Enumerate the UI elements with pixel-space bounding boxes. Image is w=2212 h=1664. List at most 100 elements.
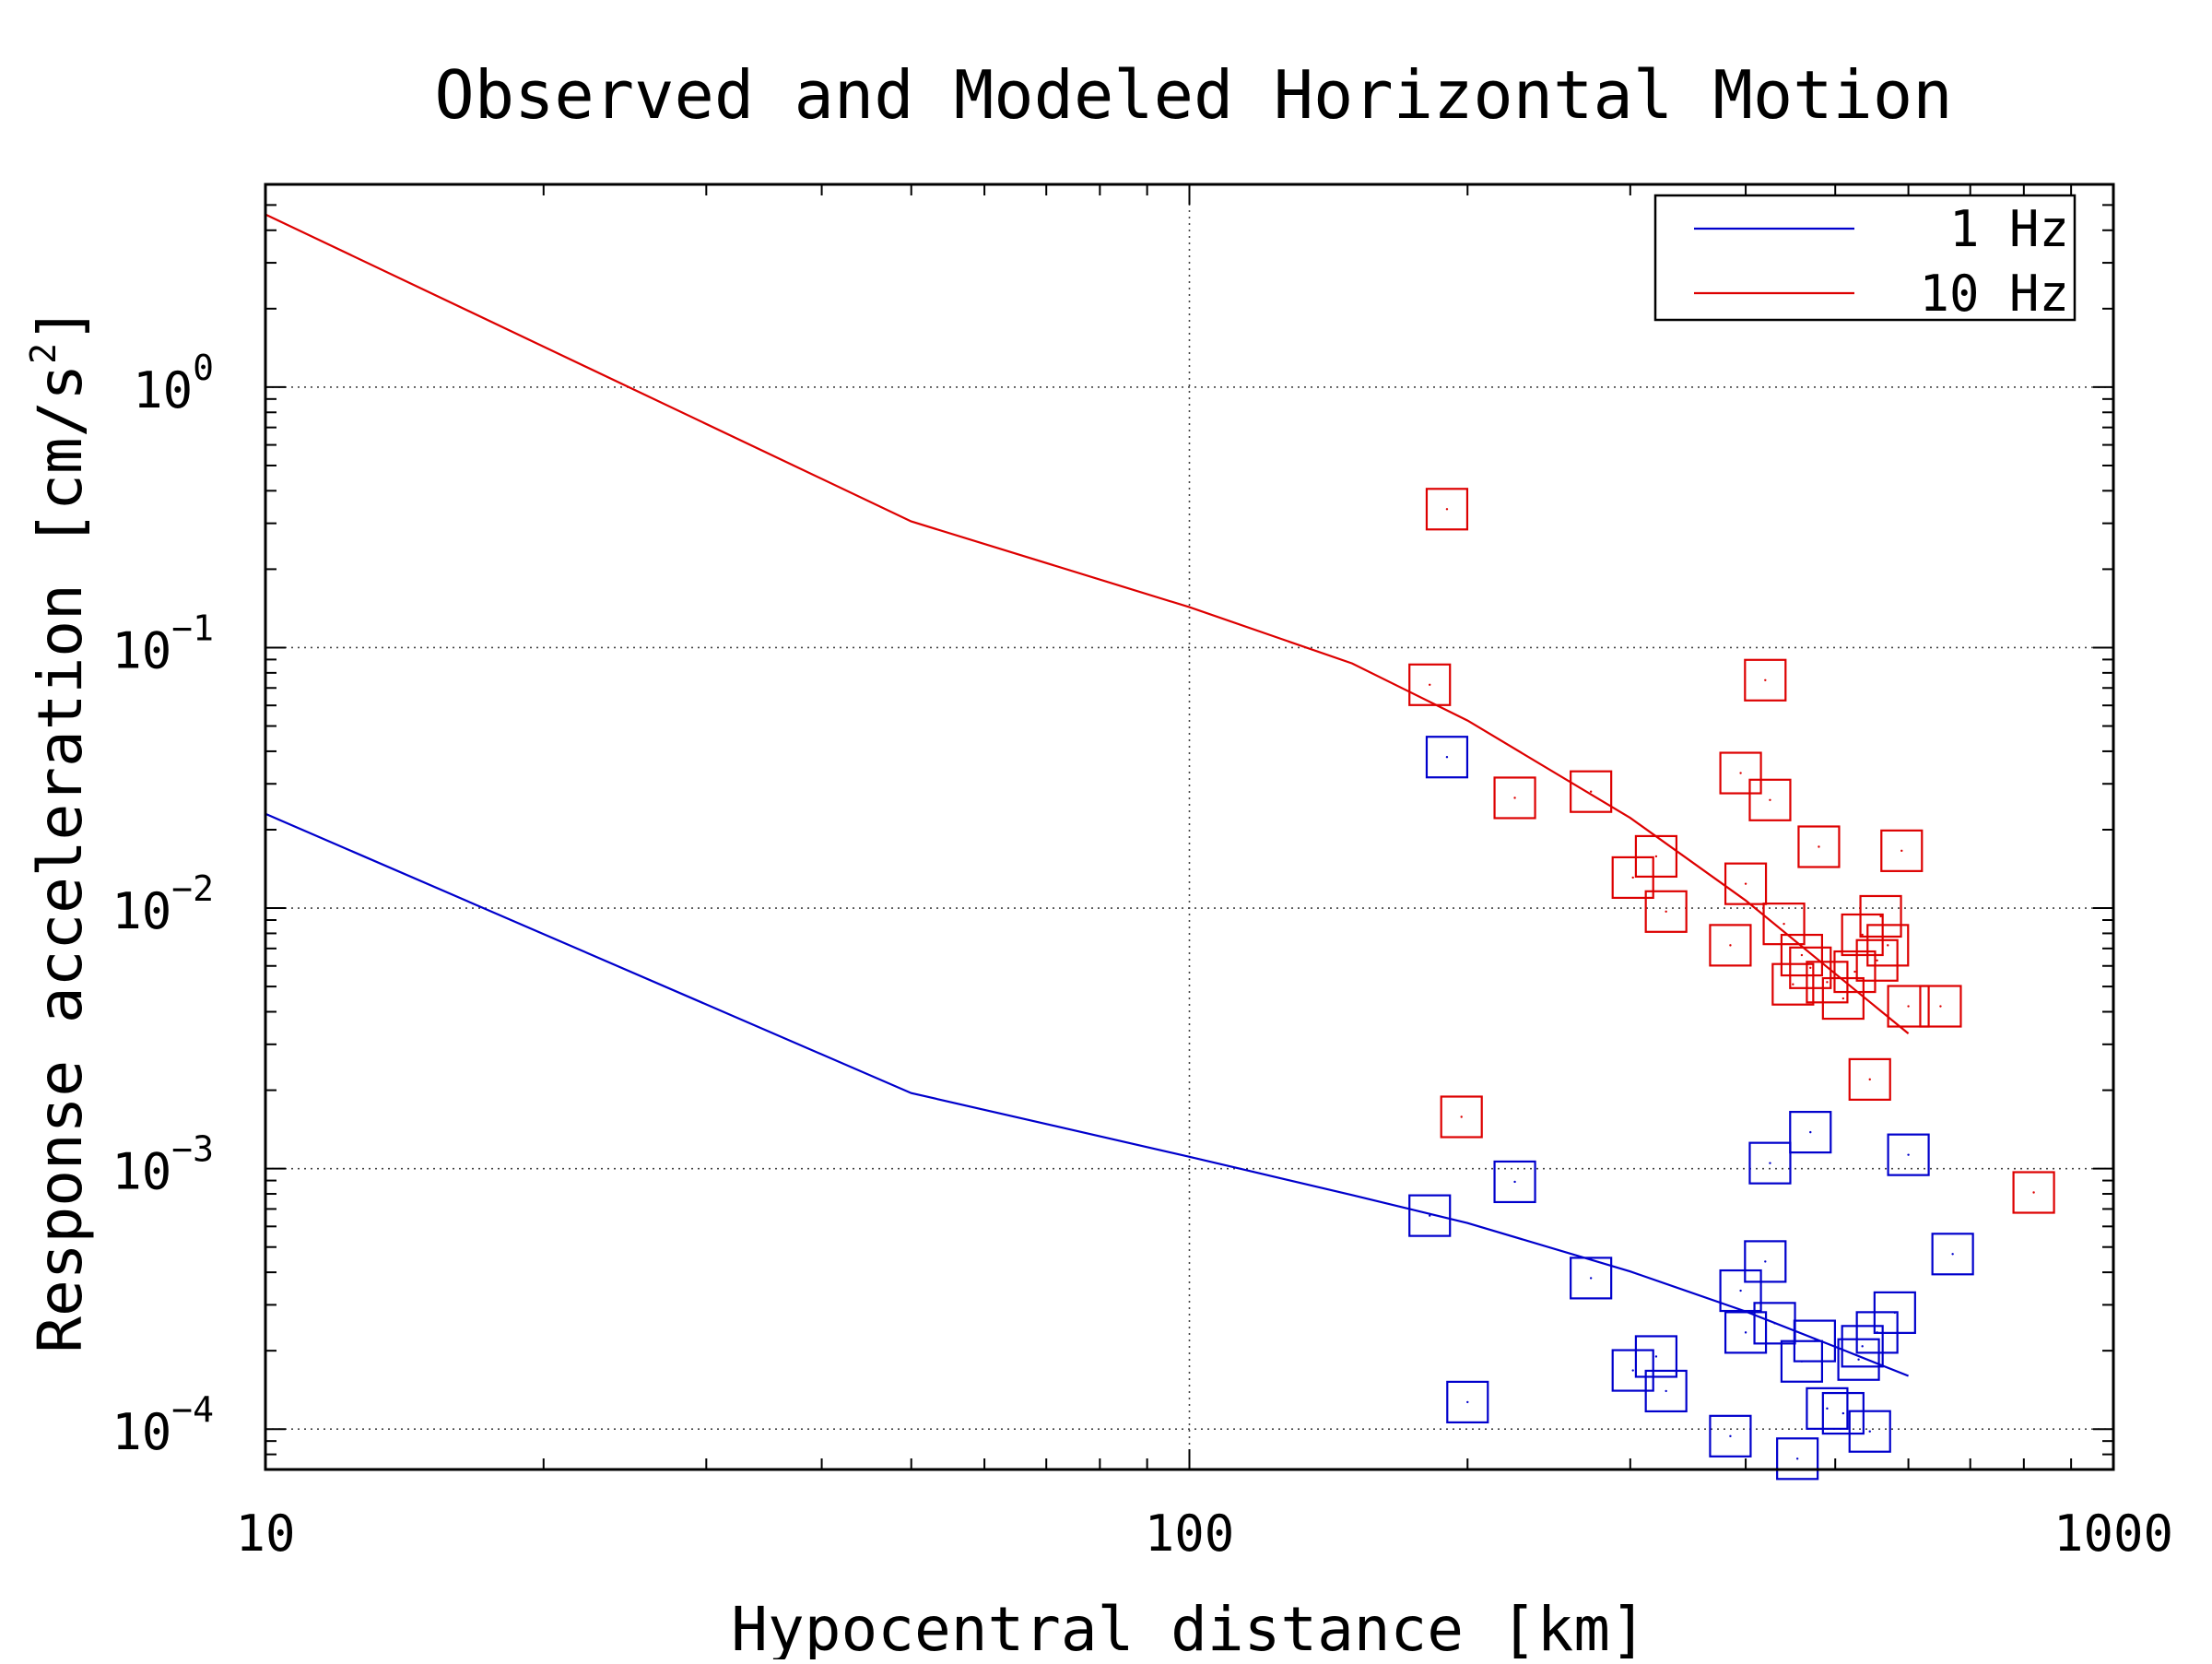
legend: 1 Hz 10 Hz (1653, 194, 2077, 323)
data-marker-square (1919, 985, 1962, 1028)
data-marker-center (1631, 876, 1634, 879)
data-marker-square (1748, 1141, 1792, 1185)
data-marker-square (1797, 825, 1841, 868)
data-marker-square (1841, 1325, 1884, 1368)
data-marker-center (1907, 1153, 1910, 1156)
data-marker-square (1841, 913, 1884, 957)
chart-title: Observed and Modeled Horizontal Motion (434, 56, 1952, 134)
data-marker-center (1813, 1339, 1817, 1342)
y-tick-label: 100 (133, 348, 214, 419)
data-marker-center (1429, 683, 1431, 686)
data-marker-square (1724, 862, 1768, 905)
data-marker-center (1792, 983, 1794, 985)
data-marker-center (1893, 1311, 1897, 1315)
data-marker-center (1460, 1115, 1463, 1118)
data-marker-square (1425, 736, 1469, 779)
data-marker-center (1809, 1130, 1812, 1134)
data-marker-center (1764, 1260, 1767, 1263)
y-axis-label: Response acceleration [cm/s2] (23, 306, 96, 1353)
legend-label: 1 Hz (1949, 200, 2069, 258)
data-marker-center (1744, 1331, 1747, 1334)
data-marker-square (1806, 961, 1849, 1004)
series-lines (265, 213, 1910, 1377)
data-marker-square (1744, 1240, 1787, 1283)
data-marker-center (1857, 1358, 1860, 1361)
y-axis-label-superscript: 2 (23, 343, 64, 364)
data-marker-square (1880, 829, 1924, 872)
data-marker-center (1466, 1400, 1469, 1404)
data-marker-square (1644, 1369, 1688, 1413)
data-marker-square (1931, 1233, 1974, 1276)
data-marker-center (1818, 845, 1820, 848)
data-marker-square (1744, 658, 1787, 702)
data-marker-center (1887, 944, 1889, 947)
data-marker-center (1513, 1180, 1516, 1184)
data-marker-square (1408, 1194, 1452, 1237)
data-marker-square (1837, 1338, 1880, 1381)
data-marker-square (1570, 1257, 1613, 1300)
data-marker-square (1789, 1111, 1832, 1154)
data-marker-center (1861, 933, 1864, 937)
y-axis-label-suffix: ] (25, 306, 96, 343)
data-marker-center (1861, 1345, 1864, 1348)
data-marker-center (1826, 981, 1829, 984)
data-marker-square (1709, 1414, 1752, 1457)
legend-box (1653, 194, 2077, 322)
data-marker-center (1729, 1434, 1732, 1438)
x-axis-label: Hypocentral distance [km] (731, 1594, 1646, 1659)
data-marker-center (1800, 953, 1804, 957)
x-tick-label: 100 (1145, 1505, 1235, 1563)
data-marker-center (1665, 1389, 1667, 1393)
y-axis-label-main: Response acceleration [cm/s (25, 364, 96, 1353)
data-marker-square (2012, 1171, 2055, 1214)
data-marker-center (1744, 882, 1747, 885)
grid-lines (265, 184, 2113, 1469)
data-marker-square (1793, 1319, 1836, 1363)
x-tick-label: 1000 (2053, 1505, 2173, 1563)
data-marker-center (1868, 1078, 1871, 1081)
series-line (265, 213, 1910, 1034)
data-marker-square (1440, 1095, 1483, 1139)
data-marker-center (1445, 508, 1449, 511)
data-marker-square (1748, 778, 1792, 821)
y-tick-label: 10−4 (112, 1389, 214, 1461)
data-marker-square (1408, 663, 1452, 706)
data-marker-square (1776, 1437, 1819, 1481)
data-marker-square (1806, 1387, 1849, 1430)
data-marker-center (1429, 1214, 1431, 1217)
data-marker-center (1795, 1457, 1799, 1460)
data-marker-center (1841, 1411, 1845, 1415)
data-marker-square (1887, 985, 1930, 1028)
y-tick-label: 10−2 (112, 868, 214, 940)
data-marker-square (1821, 1391, 1865, 1435)
data-marker-square (1821, 976, 1865, 1021)
data-marker-center (1729, 944, 1732, 947)
data-marker-square (1634, 834, 1678, 879)
data-marker-square (1762, 903, 1806, 946)
data-marker-center (1589, 1277, 1593, 1280)
data-marker-square (1789, 946, 1832, 989)
data-marker-center (1879, 915, 1882, 918)
data-marker-center (1907, 1005, 1910, 1008)
data-marker-center (1654, 1355, 1658, 1358)
data-marker-center (2032, 1191, 2035, 1194)
data-marker-center (1876, 959, 1878, 962)
data-marker-center (1589, 790, 1593, 793)
data-marker-center (1900, 849, 1903, 853)
data-marker-square (1425, 488, 1469, 531)
data-marker-square (1493, 776, 1536, 820)
y-tick-label: 10−1 (112, 608, 214, 679)
data-marker-square (1848, 1057, 1891, 1101)
data-markers (1408, 488, 2055, 1481)
data-marker-center (1513, 797, 1516, 799)
data-marker-center (1826, 1407, 1829, 1410)
data-marker-square (1493, 1160, 1536, 1204)
data-marker-center (1764, 679, 1767, 681)
data-marker-center (1654, 855, 1658, 858)
data-marker-square (1724, 1311, 1768, 1354)
data-marker-center (1841, 997, 1845, 1000)
data-marker-square (1859, 894, 1902, 938)
legend-label: 10 Hz (1919, 265, 2069, 323)
data-marker-square (1873, 1291, 1916, 1334)
